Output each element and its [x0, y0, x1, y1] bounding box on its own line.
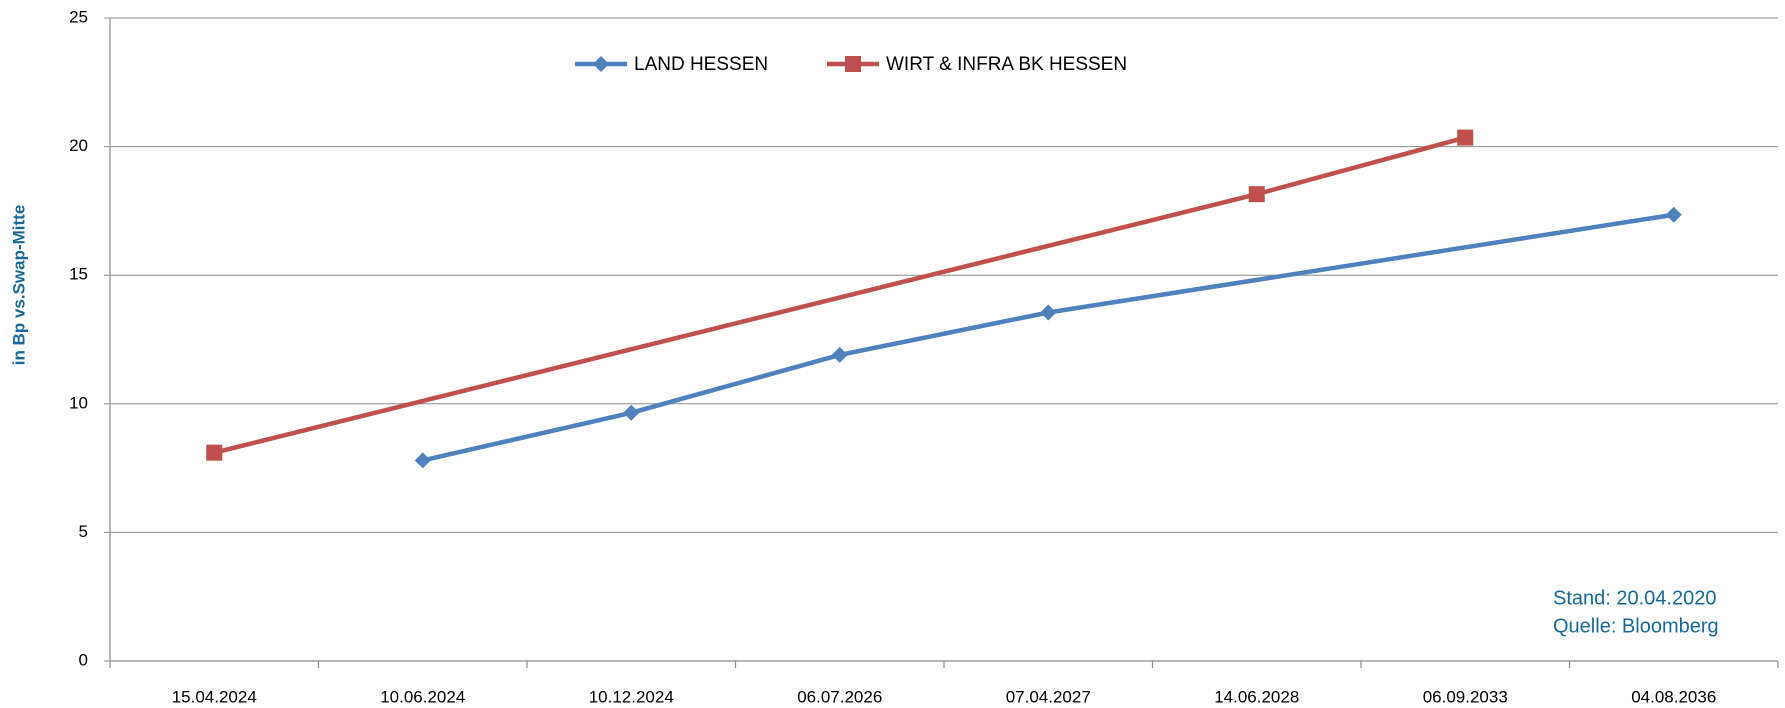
- series-line: [422, 212, 1675, 463]
- x-tick-label: 14.06.2028: [1214, 687, 1299, 706]
- data-point: [1665, 206, 1682, 223]
- data-point: [623, 404, 640, 421]
- legend-marker: [845, 56, 861, 72]
- x-tick-label: 10.12.2024: [589, 687, 674, 706]
- legend-label: LAND HESSEN: [634, 54, 768, 75]
- data-point: [206, 444, 223, 461]
- legend-marker: [593, 56, 609, 72]
- data-point: [1248, 186, 1265, 203]
- y-tick-label: 0: [79, 650, 88, 669]
- annotation: Stand: 20.04.2020: [1553, 587, 1716, 609]
- data-point: [1457, 129, 1474, 146]
- data-point: [831, 346, 848, 363]
- data-point: [414, 452, 431, 469]
- x-tick-label: 04.08.2036: [1631, 687, 1716, 706]
- y-axis-label: in Bp vs.Swap-Mitte: [9, 205, 28, 366]
- x-tick-label: 06.09.2033: [1423, 687, 1508, 706]
- y-tick-label: 10: [69, 393, 88, 412]
- legend-label: WIRT & INFRA BK HESSEN: [886, 54, 1127, 75]
- x-tick-label: 15.04.2024: [172, 687, 257, 706]
- series-line: [213, 135, 1466, 455]
- x-tick-label: 10.06.2024: [380, 687, 465, 706]
- y-tick-label: 20: [69, 136, 88, 155]
- x-tick-label: 06.07.2026: [797, 687, 882, 706]
- x-tick-label: 07.04.2027: [1006, 687, 1091, 706]
- data-point: [1040, 304, 1057, 321]
- y-tick-label: 5: [79, 522, 88, 541]
- y-tick-label: 25: [69, 7, 88, 26]
- y-tick-label: 15: [69, 265, 88, 284]
- annotation: Quelle: Bloomberg: [1553, 615, 1719, 637]
